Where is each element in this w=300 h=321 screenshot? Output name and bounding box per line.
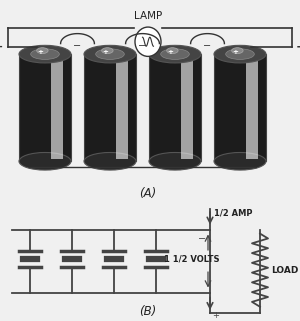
Polygon shape	[116, 56, 128, 159]
Text: −: −	[203, 41, 211, 51]
Ellipse shape	[96, 49, 124, 59]
Text: LAMP: LAMP	[134, 12, 162, 22]
Polygon shape	[246, 56, 258, 159]
Ellipse shape	[37, 48, 48, 54]
Text: +: +	[212, 311, 219, 320]
Text: 1/2 AMP: 1/2 AMP	[214, 209, 253, 218]
Text: +: +	[37, 49, 43, 55]
Circle shape	[135, 27, 161, 56]
Text: +: +	[0, 42, 3, 52]
Polygon shape	[84, 54, 136, 161]
Text: +: +	[167, 49, 173, 55]
Text: 1 1/2 VOLTS: 1 1/2 VOLTS	[164, 255, 220, 264]
Ellipse shape	[84, 45, 136, 63]
Polygon shape	[214, 54, 266, 161]
Ellipse shape	[214, 152, 266, 170]
Ellipse shape	[214, 45, 266, 63]
Ellipse shape	[161, 49, 189, 59]
Text: −: −	[296, 41, 300, 54]
Text: LOAD: LOAD	[271, 266, 298, 275]
Ellipse shape	[19, 152, 71, 170]
Text: +: +	[232, 49, 238, 55]
Ellipse shape	[102, 48, 113, 54]
Polygon shape	[51, 56, 63, 159]
Text: −: −	[198, 234, 206, 244]
Polygon shape	[149, 54, 201, 161]
Text: (A): (A)	[140, 187, 157, 200]
Ellipse shape	[226, 49, 254, 59]
Text: −: −	[74, 41, 82, 51]
Text: −: −	[138, 41, 147, 51]
Ellipse shape	[84, 152, 136, 170]
Ellipse shape	[149, 152, 201, 170]
Ellipse shape	[149, 45, 201, 63]
Text: +: +	[102, 49, 108, 55]
Ellipse shape	[167, 48, 178, 54]
Text: (B): (B)	[140, 305, 157, 318]
Polygon shape	[181, 56, 193, 159]
Ellipse shape	[232, 48, 243, 54]
Ellipse shape	[31, 49, 59, 59]
Polygon shape	[19, 54, 71, 161]
Ellipse shape	[19, 45, 71, 63]
